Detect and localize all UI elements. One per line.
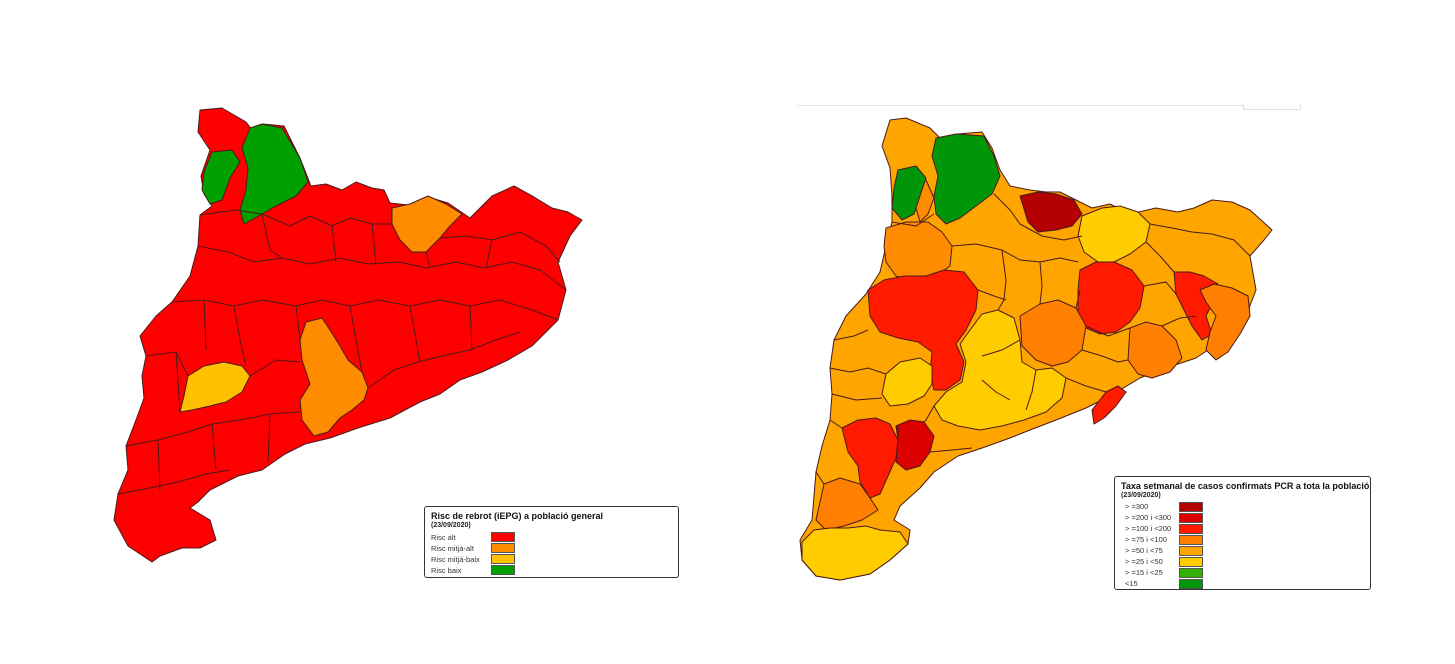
legend-item: Risc mitjà-baix — [431, 554, 672, 565]
legend-label: > =15 i <25 — [1125, 568, 1163, 577]
legend-swatch — [1179, 557, 1203, 567]
risk-map — [0, 0, 720, 659]
legend-item: > =50 i <75 — [1125, 545, 1364, 556]
legend-swatch — [1179, 568, 1203, 578]
cases-map-svg — [799, 117, 1273, 581]
legend-label: > =300 — [1125, 502, 1149, 511]
region-baix-camp — [895, 419, 935, 471]
region-terra-alta — [815, 477, 879, 531]
legend-label: > =75 i <100 — [1125, 535, 1167, 544]
top-divider — [797, 105, 1299, 106]
region-barcelones — [299, 317, 369, 437]
risk-legend-title: Risc de rebrot (iEPG) a població general — [431, 511, 604, 521]
legend-item: Risc alt — [431, 532, 672, 543]
legend-swatch — [491, 543, 515, 553]
legend-swatch — [1179, 524, 1203, 534]
region-maresme — [1199, 283, 1251, 361]
legend-label: > =200 i <300 — [1125, 513, 1172, 522]
legend-swatch — [1179, 535, 1203, 545]
legend-label: > =50 i <75 — [1125, 546, 1163, 555]
cases-legend-title: Taxa setmanal de casos confirmats PCR a … — [1121, 481, 1370, 491]
legend-swatch — [491, 565, 515, 575]
legend-item: > =200 i <300 — [1125, 512, 1364, 523]
legend-label: <15 — [1125, 579, 1138, 588]
risk-map-svg — [113, 107, 583, 563]
legend-label: Risc baix — [431, 566, 462, 575]
legend-swatch — [1179, 513, 1203, 523]
region-segria — [867, 269, 979, 391]
region-anoia — [933, 309, 1067, 431]
risk-legend-items: Risc alt Risc mitjà-alt Risc mitjà-baix … — [431, 532, 672, 576]
region-ripolles — [1077, 205, 1151, 263]
region-montsia — [801, 525, 909, 581]
legend-swatch — [1179, 579, 1203, 589]
legend-item: > =300 — [1125, 501, 1364, 512]
region-pallars — [931, 133, 1001, 225]
cases-legend-date: (23/09/2020) — [1121, 492, 1161, 499]
region-priorat — [841, 417, 899, 499]
legend-label: Risc mitjà-alt — [431, 544, 474, 553]
legend-swatch — [1179, 546, 1203, 556]
legend-item: > =25 i <50 — [1125, 556, 1364, 567]
legend-item: Risc mitjà-alt — [431, 543, 672, 554]
legend-item: > =75 i <100 — [1125, 534, 1364, 545]
risk-legend: Risc de rebrot (iEPG) a població general… — [424, 506, 679, 578]
top-tab — [1243, 103, 1301, 110]
legend-swatch — [491, 532, 515, 542]
region-borders — [117, 209, 567, 495]
legend-item: Risc baix — [431, 565, 672, 576]
region-borders — [815, 193, 1251, 485]
legend-swatch — [1179, 502, 1203, 512]
legend-item: > =100 i <200 — [1125, 523, 1364, 534]
region-segarra — [881, 357, 933, 407]
legend-label: > =25 i <50 — [1125, 557, 1163, 566]
region-catalonia — [113, 107, 583, 563]
legend-label: Risc mitjà-baix — [431, 555, 480, 564]
legend-item: > =15 i <25 — [1125, 567, 1364, 578]
legend-label: Risc alt — [431, 533, 456, 542]
cases-legend: Taxa setmanal de casos confirmats PCR a … — [1114, 476, 1371, 590]
region-aran — [891, 165, 927, 221]
risk-legend-date: (23/09/2020) — [431, 522, 471, 529]
region-valles — [1127, 321, 1183, 379]
cases-legend-items: > =300 > =200 i <300 > =100 i <200 > =75… — [1121, 501, 1364, 589]
region-aran — [201, 149, 241, 205]
legend-label: > =100 i <200 — [1125, 524, 1172, 533]
region-ripolles — [391, 195, 463, 253]
region-garraf — [1091, 385, 1127, 425]
cases-map — [720, 0, 1455, 659]
legend-item: <15 — [1125, 578, 1364, 589]
legend-swatch — [491, 554, 515, 564]
region-segarra — [179, 361, 251, 413]
region-pallars — [239, 123, 309, 225]
region-cerdanya — [1019, 191, 1083, 233]
